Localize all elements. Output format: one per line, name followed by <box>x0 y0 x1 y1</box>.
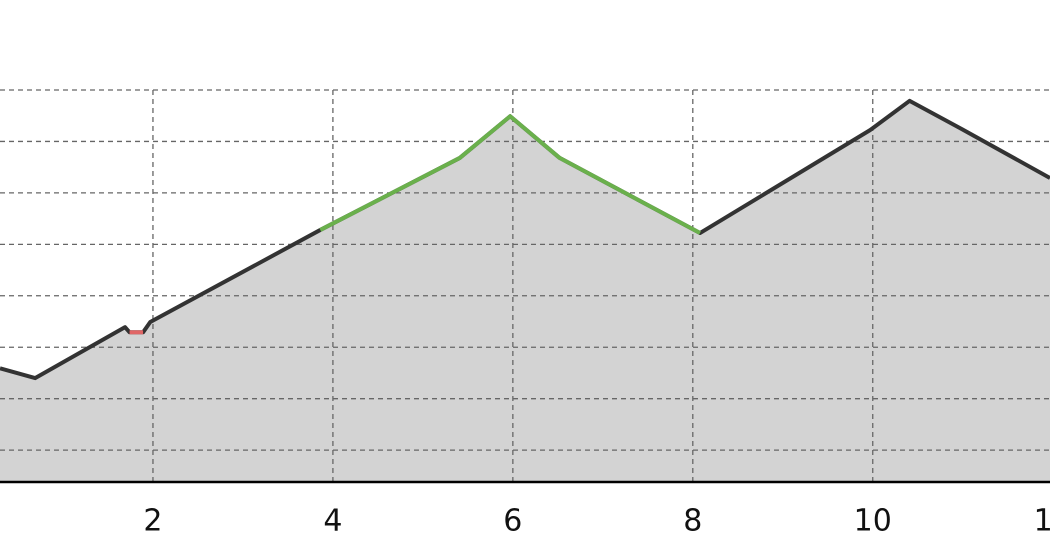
x-tick-label: 10 <box>854 504 892 539</box>
x-tick-label: 12 <box>1034 504 1050 539</box>
area <box>0 100 1050 482</box>
x-tick-label: 4 <box>323 504 342 539</box>
x-tick-label: 2 <box>143 504 162 539</box>
x-tick-label: 8 <box>683 504 702 539</box>
x-tick-label: 6 <box>503 504 522 539</box>
line <box>319 114 701 235</box>
